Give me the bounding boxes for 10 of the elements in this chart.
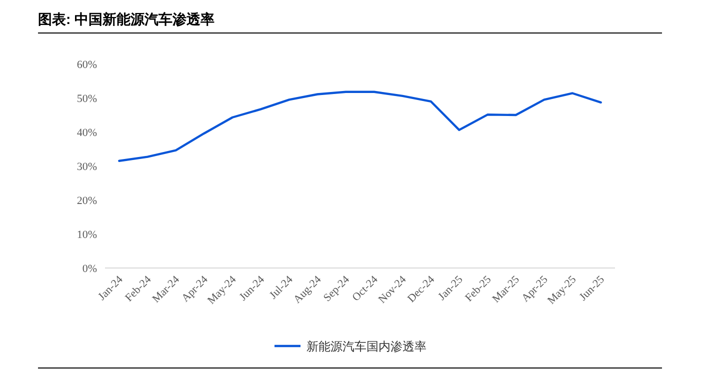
y-tick-label: 0% xyxy=(82,263,97,275)
chart-title: 图表: 中国新能源汽车渗透率 xyxy=(38,11,215,27)
y-tick-label: 20% xyxy=(76,195,97,207)
line-series xyxy=(118,90,602,162)
y-tick-label: 60% xyxy=(76,59,97,71)
legend-label: 新能源汽车国内渗透率 xyxy=(306,340,426,354)
y-tick-label: 40% xyxy=(76,127,97,139)
y-tick-label: 30% xyxy=(76,161,97,173)
y-tick-label: 50% xyxy=(76,93,97,105)
y-tick-label: 10% xyxy=(76,229,97,241)
